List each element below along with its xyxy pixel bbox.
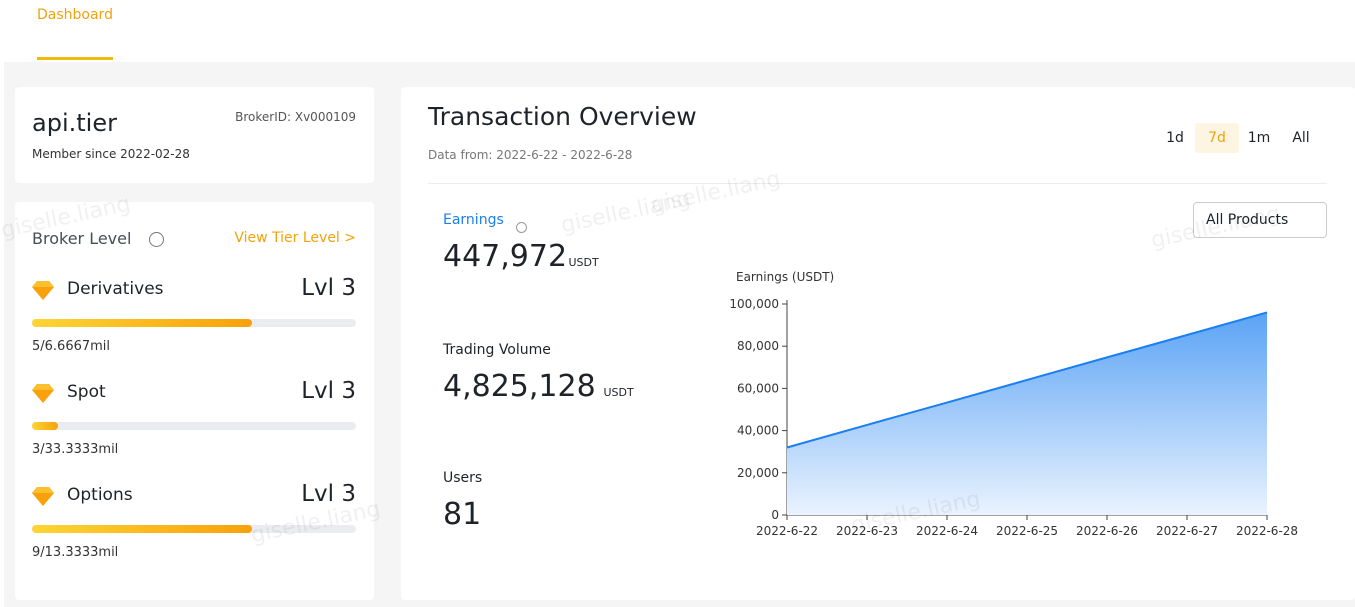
metric-value: 447,972 <box>443 239 568 274</box>
profile-card: api.tier Member since 2022-02-28 BrokerI… <box>15 87 374 183</box>
x-tick-label: 2022-6-27 <box>1156 524 1218 538</box>
x-tick-label: 2022-6-28 <box>1236 524 1298 538</box>
progress-fill <box>32 422 58 430</box>
product-dropdown[interactable]: All Products <box>1193 202 1327 238</box>
level: Lvl 3 <box>301 378 356 404</box>
info-icon <box>149 232 164 247</box>
divider <box>428 183 1327 184</box>
area <box>787 312 1267 515</box>
metric-unit: USDT <box>568 256 599 269</box>
x-tick-label: 2022-6-23 <box>836 524 898 538</box>
level: Lvl 3 <box>301 275 356 301</box>
level: Lvl 3 <box>301 481 356 507</box>
tab-underline <box>37 57 113 60</box>
gem-icon <box>32 384 54 403</box>
metric-unit: USDT <box>603 386 634 399</box>
y-tick-label: 0 <box>771 508 779 522</box>
y-tick-label: 20,000 <box>737 466 779 480</box>
progress-track <box>32 525 356 533</box>
progress-text: 5/6.6667mil <box>32 339 111 354</box>
y-tick-label: 100,000 <box>729 297 779 311</box>
y-tick-label: 40,000 <box>737 424 779 438</box>
x-tick-label: 2022-6-22 <box>756 524 818 538</box>
x-tick-label: 2022-6-24 <box>916 524 978 538</box>
member-since: Member since 2022-02-28 <box>32 147 190 161</box>
y-tick-label: 60,000 <box>737 381 779 395</box>
gem-icon <box>32 281 54 300</box>
metric-label: Users <box>443 470 483 486</box>
tab[interactable]: Dashboard <box>37 7 113 23</box>
range-button[interactable]: All <box>1292 130 1310 146</box>
metric-label: Earnings <box>443 212 504 228</box>
product-name: Derivatives <box>67 279 164 299</box>
product-name: Options <box>67 485 133 505</box>
metric-value: 81 <box>443 497 482 532</box>
y-tick-label: 80,000 <box>737 339 779 353</box>
x-tick-label: 2022-6-25 <box>996 524 1058 538</box>
broker-level-card: Broker Level View Tier Level > Derivativ… <box>15 202 374 600</box>
dropdown-label: All Products <box>1206 212 1289 228</box>
chart-title: Earnings (USDT) <box>736 270 834 284</box>
account-name: api.tier <box>32 109 117 137</box>
range-button[interactable]: 7d <box>1195 123 1239 153</box>
progress-fill <box>32 319 253 327</box>
metric-label: Trading Volume <box>443 342 551 358</box>
progress-fill <box>32 525 253 533</box>
progress-track <box>32 319 356 327</box>
progress-text: 9/13.3333mil <box>32 545 119 560</box>
overview-subtitle: Data from: 2022-6-22 - 2022-6-28 <box>428 148 633 162</box>
line <box>786 311 1268 449</box>
broker-level-title: Broker Level <box>32 229 132 248</box>
view-tier-link[interactable]: View Tier Level > <box>234 230 356 246</box>
progress-track <box>32 422 356 430</box>
metric-value: 4,825,128 <box>443 369 596 404</box>
gem-icon <box>32 487 54 506</box>
info-icon <box>516 222 527 233</box>
range-button[interactable]: 1d <box>1166 130 1184 146</box>
broker-id: BrokerID: Xv000109 <box>235 110 356 124</box>
product-name: Spot <box>67 382 106 402</box>
range-button[interactable]: 1m <box>1247 130 1271 146</box>
progress-text: 3/33.3333mil <box>32 442 119 457</box>
overview-title: Transaction Overview <box>428 102 697 131</box>
x-tick-label: 2022-6-26 <box>1076 524 1138 538</box>
